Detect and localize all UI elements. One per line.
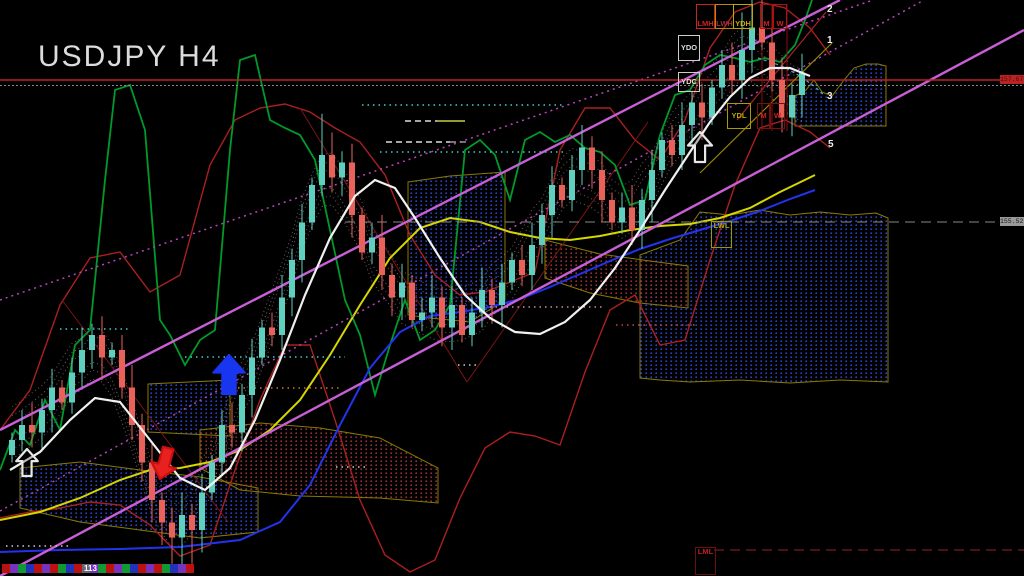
level-marker-lwl: LWL xyxy=(711,221,732,248)
strip-block xyxy=(2,564,10,573)
strip-block xyxy=(34,564,42,573)
down-arrow-marker xyxy=(150,445,178,481)
strip-block xyxy=(50,564,58,573)
strip-block xyxy=(154,564,162,573)
wave-number-3: 3 xyxy=(827,91,833,102)
strip-block xyxy=(18,564,26,573)
strip-block xyxy=(138,564,146,573)
strip-block xyxy=(130,564,138,573)
level-marker-ydc: YDC xyxy=(678,72,700,92)
strip-block xyxy=(42,564,50,573)
strip-block xyxy=(90,564,98,573)
price-label-weekly-low: 155.527 xyxy=(1000,217,1024,226)
price-label-current: 157.676 xyxy=(1000,75,1024,84)
level-marker-w: W xyxy=(773,4,787,29)
chart-title: USDJPY H4 xyxy=(38,40,221,73)
level-marker-lml: LML xyxy=(695,547,716,575)
up-arrow-marker xyxy=(686,130,714,164)
level-marker-ydh: YDH xyxy=(733,4,753,29)
wave-number-2: 2 xyxy=(827,4,833,15)
level-marker-m: M xyxy=(757,103,770,129)
strip-block xyxy=(162,564,170,573)
strip-value: 113 xyxy=(84,564,97,573)
wave-number-5: 5 xyxy=(828,139,834,150)
up-arrow-marker xyxy=(212,353,246,396)
strip-block xyxy=(26,564,34,573)
level-marker-lwh: LWH xyxy=(715,4,734,29)
up-arrow-marker xyxy=(15,447,39,478)
strip-block xyxy=(66,564,74,573)
strip-block xyxy=(114,564,122,573)
strip-block xyxy=(82,564,90,573)
indicator-strip: 113 xyxy=(2,564,194,573)
level-marker-w: W xyxy=(770,103,785,129)
strip-block xyxy=(186,564,194,573)
strip-block xyxy=(122,564,130,573)
strip-block xyxy=(170,564,178,573)
strip-block xyxy=(106,564,114,573)
strip-block xyxy=(146,564,154,573)
level-marker-lmh: LMH xyxy=(696,4,715,29)
level-marker-m: M xyxy=(760,4,773,29)
level-marker-ydl: YDL xyxy=(727,103,751,129)
strip-block xyxy=(58,564,66,573)
strip-block xyxy=(178,564,186,573)
level-marker-ydo: YDO xyxy=(678,35,700,61)
wave-number-1: 1 xyxy=(827,35,833,46)
strip-block xyxy=(74,564,82,573)
strip-block xyxy=(98,564,106,573)
strip-block xyxy=(10,564,18,573)
